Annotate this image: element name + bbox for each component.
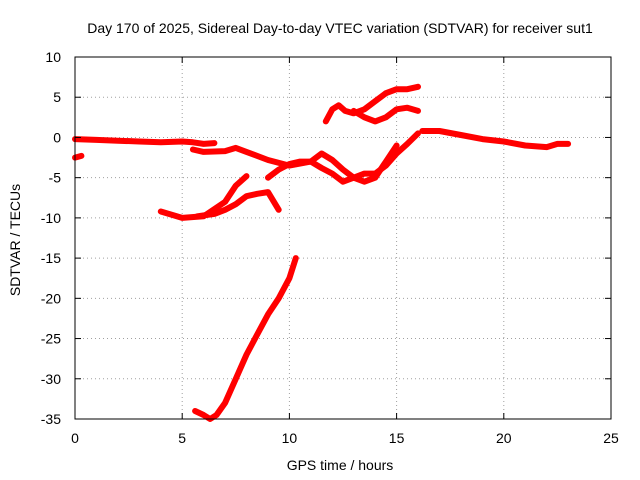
series-arc-10 bbox=[419, 128, 572, 151]
data-series bbox=[72, 83, 572, 422]
x-tick-label: 0 bbox=[71, 430, 79, 446]
x-tick-label: 5 bbox=[178, 430, 186, 446]
y-tick-label: -30 bbox=[41, 371, 61, 387]
series-arc-6 bbox=[189, 130, 421, 185]
x-tick-label: 20 bbox=[496, 430, 512, 446]
series-arc-9 bbox=[350, 104, 421, 125]
y-tick-label: -35 bbox=[41, 411, 61, 427]
x-tick-labels: 0 5 10 15 20 25 bbox=[71, 430, 619, 446]
y-axis-label: SDTVAR / TECUs bbox=[7, 184, 23, 296]
y-tick-label: -20 bbox=[41, 290, 61, 306]
grid bbox=[75, 57, 611, 419]
y-tick-labels: -35 -30 -25 -20 -15 -10 -5 0 5 10 bbox=[41, 49, 61, 427]
x-tick-label: 25 bbox=[603, 430, 619, 446]
series-arc-7 bbox=[265, 142, 400, 185]
series-arc-8 bbox=[322, 83, 421, 125]
y-tick-label: -25 bbox=[41, 331, 61, 347]
series-arc-3 bbox=[157, 173, 250, 221]
y-tick-label: 5 bbox=[53, 89, 61, 105]
y-tick-label: -10 bbox=[41, 210, 61, 226]
series-arc-5 bbox=[192, 255, 299, 422]
x-tick-label: 15 bbox=[389, 430, 405, 446]
x-tick-label: 10 bbox=[282, 430, 298, 446]
y-tick-label: -15 bbox=[41, 250, 61, 266]
series-arc-4 bbox=[194, 189, 282, 220]
axis-ticks bbox=[74, 56, 612, 420]
chart-title: Day 170 of 2025, Sidereal Day-to-day VTE… bbox=[87, 20, 593, 36]
y-tick-label: -5 bbox=[49, 170, 62, 186]
x-axis-label: GPS time / hours bbox=[287, 457, 394, 473]
series-arc-2 bbox=[72, 136, 218, 147]
y-tick-label: 10 bbox=[45, 49, 61, 65]
plot-frame bbox=[74, 56, 612, 420]
y-tick-label: 0 bbox=[53, 129, 61, 145]
series-arc-1 bbox=[72, 152, 85, 161]
